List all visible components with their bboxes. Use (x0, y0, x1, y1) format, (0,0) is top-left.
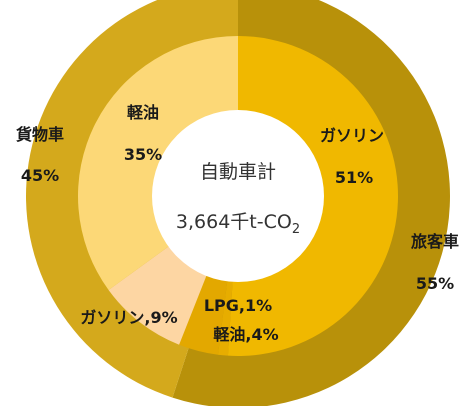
label-diesel-freight-name: 軽油 (127, 103, 159, 122)
label-freight-name: 貨物車 (16, 125, 64, 144)
center-hole (152, 110, 324, 282)
label-passenger-pct: 55% (416, 274, 454, 293)
label-freight-pct: 45% (21, 166, 59, 185)
center-total: 3,664千t-CO2 (176, 211, 300, 237)
inner-slice-4 (77, 36, 238, 291)
center-title: 自動車計 (200, 161, 276, 183)
label-gasoline-freight: ガソリン,9% (80, 308, 177, 327)
label-diesel-passenger: 軽油,4% (213, 325, 278, 344)
label-diesel-freight-pct: 35% (124, 145, 162, 164)
label-passenger-name: 旅客車 (411, 232, 459, 251)
label-gasoline-passenger-pct: 51% (335, 168, 373, 187)
label-lpg: LPG,1% (204, 296, 272, 315)
center-total-value: 3,664 (176, 211, 230, 233)
center-total-subscript: 2 (292, 222, 300, 237)
label-gasoline-passenger-name: ガソリン (320, 126, 384, 145)
center-total-unit: 千t-CO (230, 211, 292, 233)
